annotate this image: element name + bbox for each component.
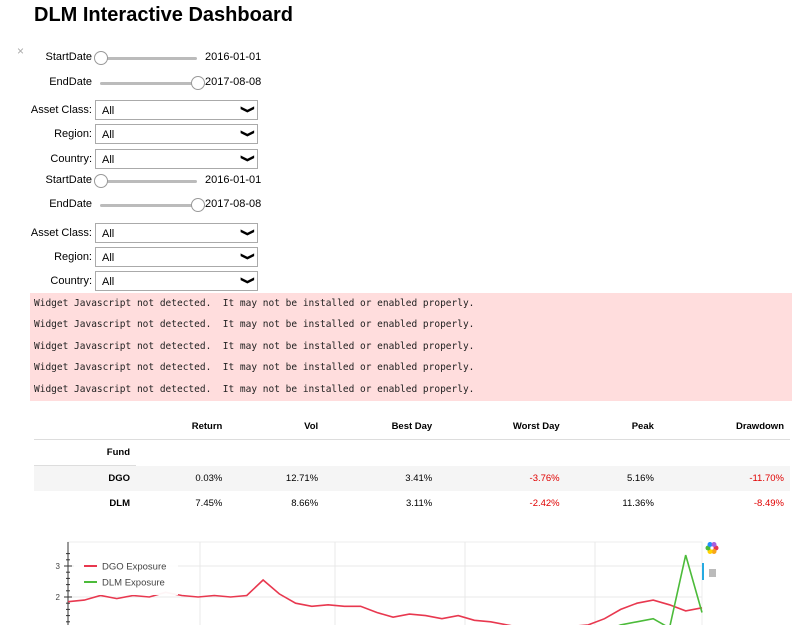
table-cell: 11.36%: [622, 498, 654, 509]
end-slider-track[interactable]: [100, 82, 197, 85]
table-cell: -2.42%: [529, 498, 560, 509]
chevron-down-icon: ❯: [239, 228, 254, 237]
region-select[interactable]: All ❯: [95, 124, 258, 144]
exposure-chart[interactable]: 2 3 DGO Exposure DLM Exposure: [0, 525, 800, 625]
end-label: EndDate: [49, 76, 92, 88]
column-header: Peak: [565, 414, 660, 440]
end-value: 2017-08-08: [205, 76, 262, 88]
widget-error-output: Widget Javascript not detected. It may n…: [30, 293, 792, 401]
end-date-slider: EndDate 2017-08-08: [0, 194, 270, 216]
column-header: Return: [136, 414, 229, 440]
start-date-slider: StartDate 2016-01-01: [0, 170, 270, 192]
start-slider-handle[interactable]: [94, 174, 108, 188]
asset-class-label: Asset Class:: [30, 227, 92, 239]
country-value: All: [102, 276, 115, 288]
country-label: Country:: [50, 275, 92, 287]
asset-class-dropdown: Asset Class: All ❯: [0, 100, 270, 122]
column-header: Drawdown: [659, 414, 790, 440]
y-tick-label: 3: [56, 562, 61, 571]
table-cell: 3.11%: [406, 498, 433, 509]
end-slider-track[interactable]: [100, 204, 197, 207]
region-dropdown: Region: All ❯: [0, 124, 270, 146]
asset-class-label: Asset Class:: [30, 104, 92, 116]
legend-label: DLM Exposure: [102, 578, 165, 589]
end-value: 2017-08-08: [205, 198, 262, 210]
region-select[interactable]: All ❯: [95, 247, 258, 267]
table-cell: 5.16%: [626, 472, 654, 484]
asset-class-value: All: [102, 228, 115, 240]
asset-class-dropdown: Asset Class: All ❯: [0, 223, 270, 245]
country-value: All: [102, 154, 115, 166]
legend: [74, 550, 178, 595]
page-title: DLM Interactive Dashboard: [34, 4, 293, 26]
region-label: Region:: [54, 251, 92, 263]
region-label: Region:: [54, 128, 92, 140]
error-line: Widget Javascript not detected. It may n…: [34, 298, 475, 309]
column-header: Worst Day: [438, 414, 566, 440]
close-icon[interactable]: ×: [17, 44, 25, 58]
error-line: Widget Javascript not detected. It may n…: [34, 362, 475, 374]
region-value: All: [102, 252, 115, 264]
column-header: Vol: [228, 414, 325, 440]
stats-table: Return Vol Best Day Worst Day Peak Drawdown F…: [34, 414, 790, 516]
end-slider-handle[interactable]: [191, 198, 205, 212]
y-tick-label: 2: [56, 593, 61, 602]
country-dropdown: Country: All ❯: [0, 149, 270, 171]
chevron-down-icon: ❯: [239, 154, 254, 163]
fund-name: DLM: [109, 498, 130, 509]
start-slider-track[interactable]: [100, 57, 197, 60]
error-line: Widget Javascript not detected. It may n…: [34, 340, 475, 352]
start-label: StartDate: [45, 51, 92, 63]
table-row: DLM 7.45% 8.66% 3.11% -2.42% 11.36% -8.49%: [34, 491, 790, 516]
end-date-slider: EndDate 2017-08-08: [0, 72, 270, 94]
country-label: Country:: [50, 153, 92, 165]
asset-class-select[interactable]: All ❯: [95, 223, 258, 243]
error-line: Widget Javascript not detected. It may n…: [34, 383, 475, 395]
asset-class-select[interactable]: All ❯: [95, 100, 258, 120]
asset-class-value: All: [102, 105, 115, 117]
table-cell: 0.03%: [195, 472, 223, 484]
bokeh-logo-icon[interactable]: [705, 542, 719, 554]
column-header: Best Day: [324, 414, 439, 440]
table-cell: -11.70%: [749, 472, 784, 484]
chevron-down-icon: ❯: [239, 105, 254, 114]
country-dropdown: Country: All ❯: [0, 271, 270, 293]
chevron-down-icon: ❯: [239, 129, 254, 138]
save-tool-icon[interactable]: [709, 569, 716, 577]
country-select[interactable]: All ❯: [95, 149, 258, 169]
country-select[interactable]: All ❯: [95, 271, 258, 291]
end-label: EndDate: [49, 198, 92, 210]
end-slider-handle[interactable]: [191, 76, 205, 90]
table-row: DGO 0.03% 12.71% 3.41% -3.76% 5.16% -11.70%: [34, 465, 790, 491]
region-dropdown: Region: All ❯: [0, 247, 270, 269]
index-name: Fund: [34, 439, 136, 466]
table-cell: 8.66%: [291, 498, 319, 509]
start-slider-handle[interactable]: [94, 51, 108, 65]
error-line: Widget Javascript not detected. It may n…: [34, 319, 475, 331]
fund-name: DGO: [108, 473, 130, 484]
start-slider-track[interactable]: [100, 180, 197, 183]
table-cell: 3.41%: [405, 472, 433, 484]
region-value: All: [102, 129, 115, 141]
chevron-down-icon: ❯: [239, 252, 254, 261]
chevron-down-icon: ❯: [239, 276, 254, 285]
table-cell: -3.76%: [529, 472, 560, 484]
table-cell: 7.45%: [195, 498, 223, 509]
start-value: 2016-01-01: [205, 51, 262, 63]
start-date-slider: StartDate 2016-01-01: [0, 47, 270, 69]
table-cell: 12.71%: [285, 472, 319, 484]
legend-label: DGO Exposure: [102, 562, 166, 573]
table-cell: -8.49%: [753, 498, 784, 509]
corner-cell: [34, 414, 136, 440]
start-value: 2016-01-01: [205, 174, 262, 186]
start-label: StartDate: [45, 174, 92, 186]
